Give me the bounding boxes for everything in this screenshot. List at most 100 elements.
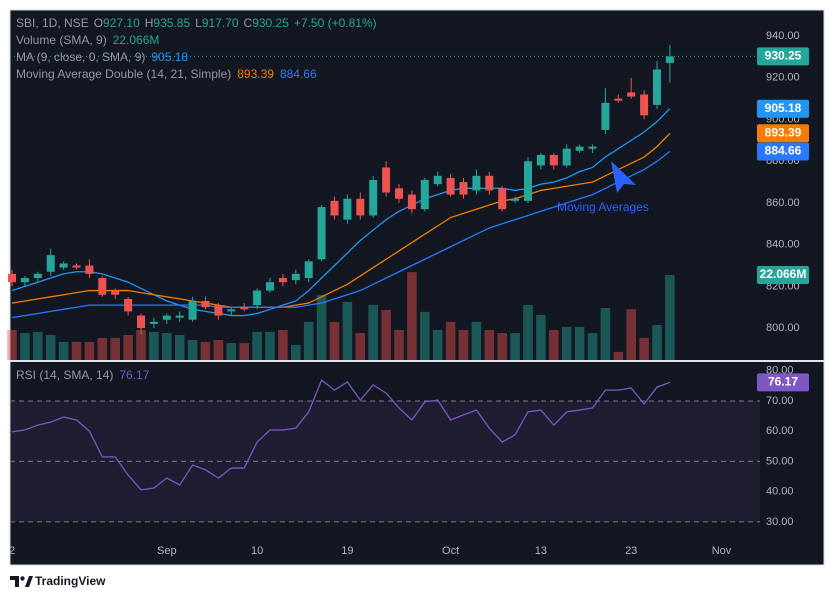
legend-name: MA (9, close, 0, SMA, 9) — [16, 50, 145, 64]
candle-body — [433, 175, 442, 185]
candle-body — [20, 278, 29, 283]
y-tick-label: 30.00 — [766, 516, 794, 528]
logo-slash — [25, 576, 33, 587]
volume-bar — [149, 331, 159, 360]
candle-body — [498, 188, 507, 210]
volume-bar — [394, 329, 404, 360]
legend-value: 884.66 — [280, 67, 317, 81]
candle-body — [240, 307, 249, 310]
legend-name: RSI (14, SMA, 14) — [16, 368, 113, 382]
legend-value: 935.85 — [153, 16, 190, 30]
candle-body — [640, 94, 649, 116]
y-tick-label: 50.00 — [766, 455, 794, 467]
volume-bar — [549, 329, 559, 360]
candle-body — [627, 92, 636, 97]
ma-line — [11, 132, 671, 308]
legend-row: Moving Average Double (14, 21, Simple) 89… — [16, 67, 317, 81]
candle-body — [395, 188, 403, 199]
volume-bar — [252, 331, 262, 360]
candle-body — [562, 148, 571, 166]
candle-body — [614, 98, 623, 101]
volume-badge — [757, 266, 809, 285]
legend-value: 917.70 — [202, 16, 239, 30]
y-tick-label: 840.00 — [766, 239, 800, 251]
volume-bar — [407, 272, 417, 360]
volume-bar — [136, 329, 146, 360]
x-tick-label: 2 — [9, 545, 15, 557]
legend-key: C — [244, 16, 253, 30]
volume-bar — [226, 343, 237, 360]
volume-bar — [432, 329, 443, 360]
legend-value: 905.18 — [151, 50, 188, 64]
volume-bar — [484, 329, 495, 360]
candle-body — [291, 273, 300, 281]
legend-key: H — [145, 16, 154, 30]
candle-body — [72, 265, 81, 268]
volume-bar — [355, 333, 366, 360]
ma-badge — [757, 124, 809, 143]
candle-body — [98, 278, 107, 295]
volume-bar — [200, 341, 211, 360]
volume-bar — [84, 341, 95, 360]
candle-body — [446, 177, 455, 195]
volume-bar — [368, 304, 378, 360]
volume-bar — [58, 341, 69, 360]
volume-bar — [510, 333, 520, 360]
volume-bar — [587, 333, 598, 360]
candle-body — [601, 102, 610, 130]
volume-bar — [7, 329, 17, 360]
candle-body — [588, 146, 597, 149]
ma-badge — [757, 142, 809, 161]
candle-body — [201, 300, 210, 308]
candle-body — [369, 179, 378, 216]
legend-name: Volume (SMA, 9) — [16, 33, 107, 47]
volume-bar — [291, 344, 301, 360]
last-price-badge-label: 930.25 — [765, 49, 802, 63]
candle-body — [485, 175, 494, 191]
ma-badge — [757, 99, 809, 118]
legend-value: 927.10 — [103, 16, 140, 30]
logo-mark — [10, 576, 19, 587]
candle-body — [111, 290, 120, 295]
volume-bar — [342, 301, 353, 360]
candle-body — [85, 265, 94, 274]
volume-badge-label: 22.066M — [760, 267, 807, 281]
candle-body — [188, 300, 197, 320]
candle-body — [511, 198, 520, 201]
brand-name: TradingView — [35, 574, 106, 588]
annotation-text: Moving Averages — [557, 200, 649, 214]
volume-bar — [381, 309, 391, 360]
legend-row: Volume (SMA, 9) 22.066M — [16, 33, 159, 47]
y-tick-label: 40.00 — [766, 486, 794, 498]
volume-bar — [497, 333, 507, 360]
rsi-badge-label: 76.17 — [768, 375, 798, 389]
volume-bar — [536, 314, 546, 360]
x-tick-label: 10 — [251, 545, 263, 557]
volume-bar — [162, 333, 172, 360]
legend-key: O — [94, 16, 103, 30]
legend-value: 76.17 — [119, 368, 149, 382]
volume-bar — [110, 338, 120, 360]
volume-bar — [626, 309, 636, 360]
candle-body — [665, 56, 674, 63]
candle-body — [266, 282, 274, 291]
candle-body — [472, 175, 481, 191]
ma-badge-label: 905.18 — [765, 101, 802, 115]
x-tick-label: 13 — [535, 545, 547, 557]
logo-dot — [20, 576, 25, 581]
y-tick-label: 940.00 — [766, 30, 800, 42]
volume-bar — [600, 308, 611, 360]
volume-bar — [174, 334, 185, 360]
y-tick-label: 70.00 — [766, 395, 794, 407]
volume-bar — [613, 351, 624, 360]
ma-line — [11, 150, 671, 319]
legend-key: L — [195, 16, 202, 30]
volume-bar — [45, 334, 56, 360]
x-tick-label: Oct — [442, 545, 459, 557]
volume-bar — [303, 321, 314, 360]
volume-bar — [123, 334, 133, 360]
x-tick-label: 23 — [625, 545, 637, 557]
candle-body — [253, 290, 262, 306]
